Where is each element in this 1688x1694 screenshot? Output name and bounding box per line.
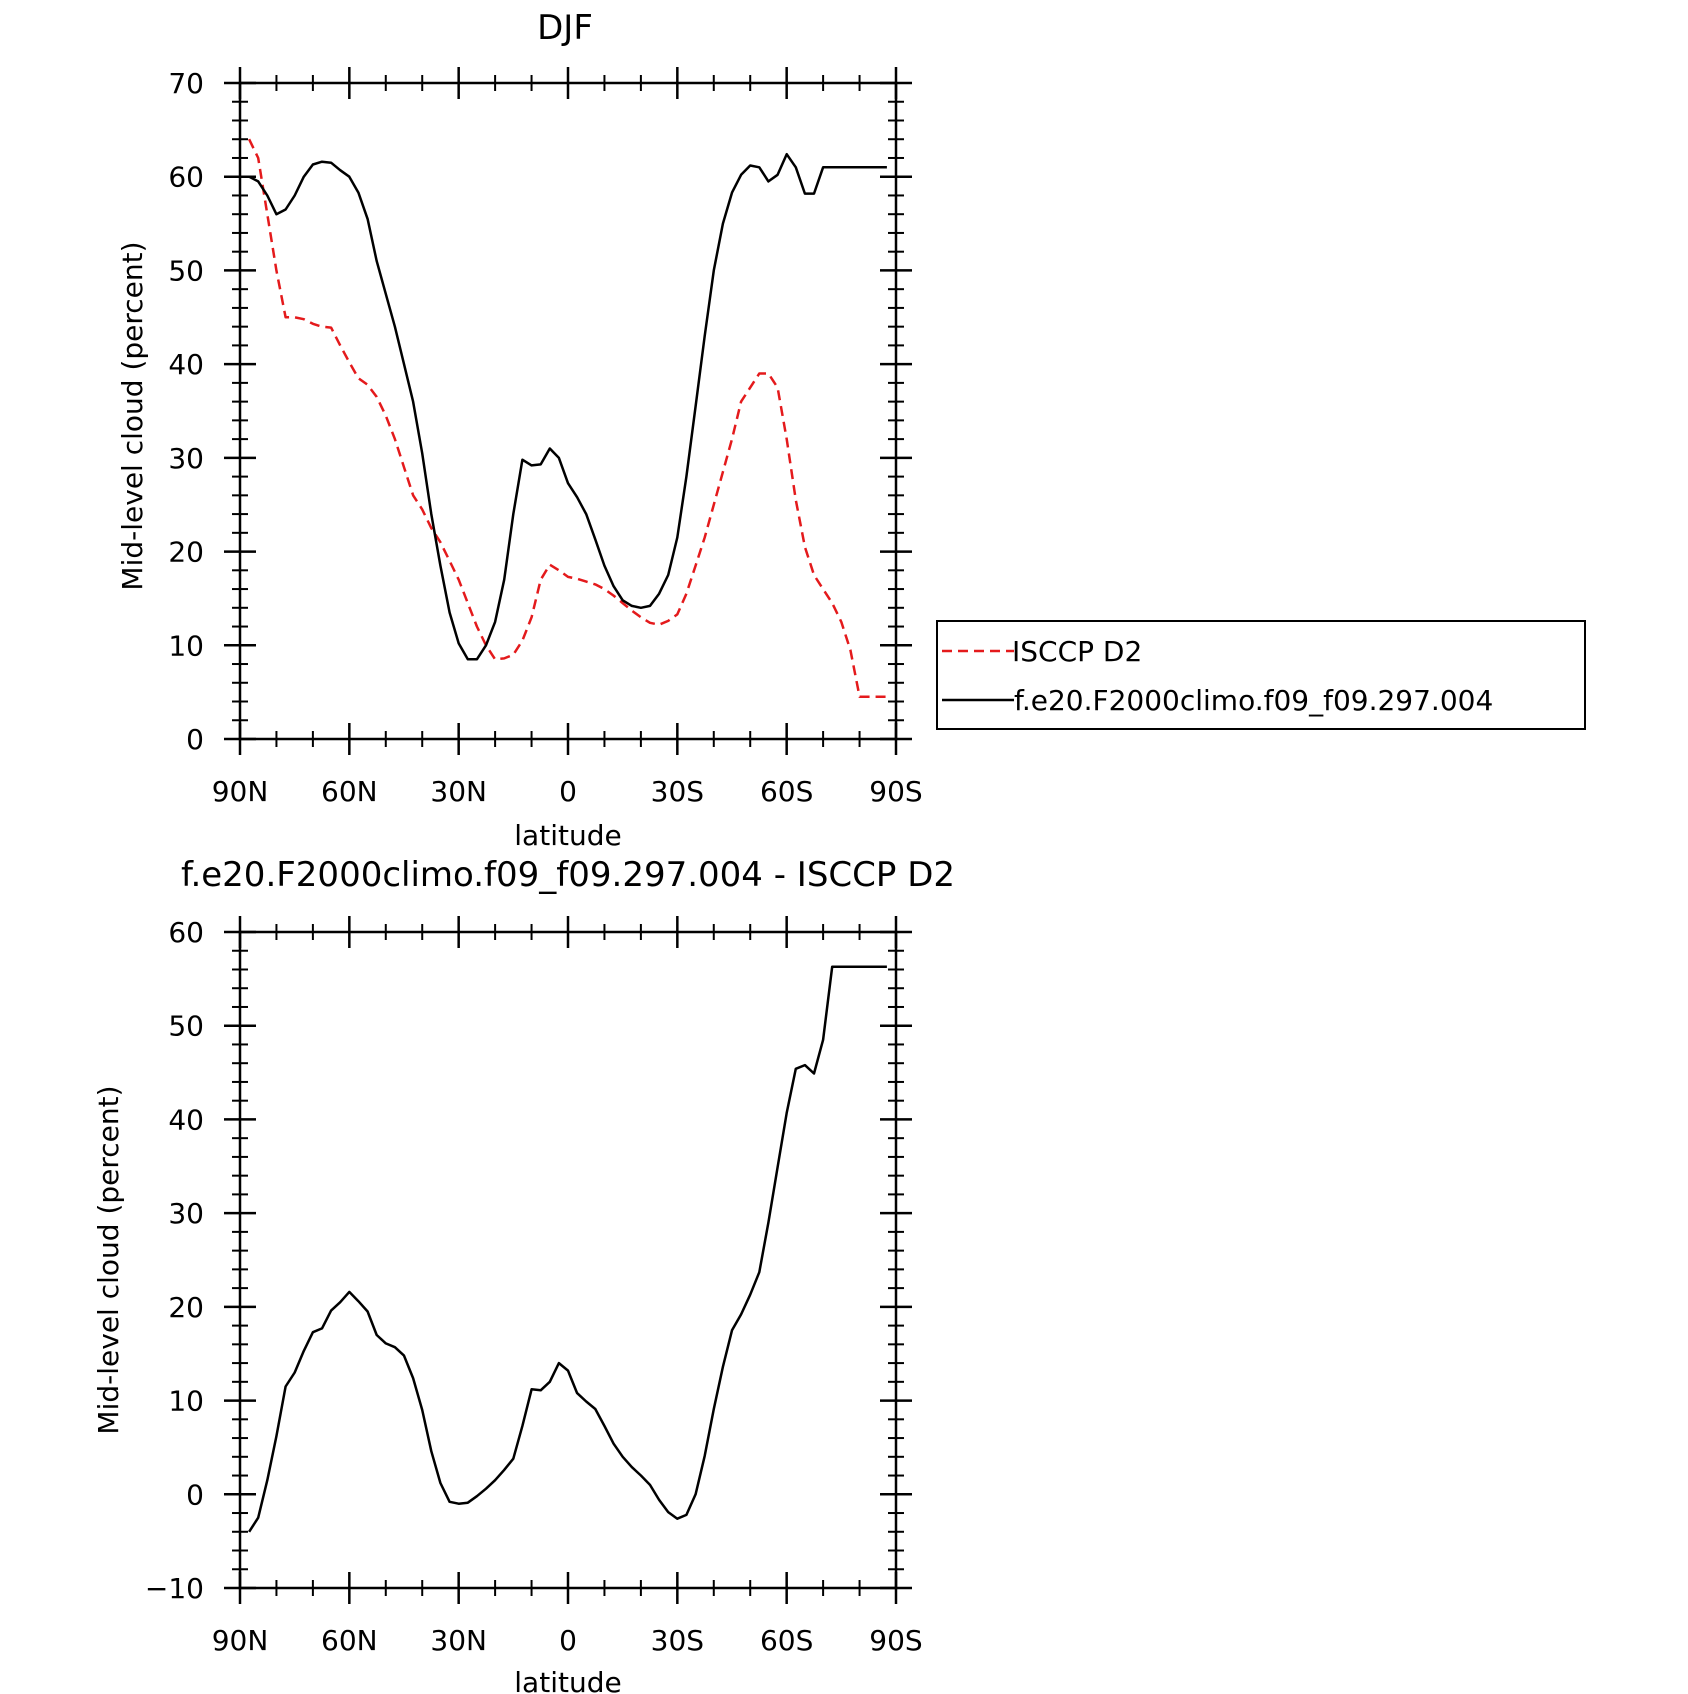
- x-tick-label: 30S: [651, 775, 704, 808]
- x-tick-label: 30N: [430, 1624, 487, 1657]
- x-tick-label: 60S: [760, 775, 813, 808]
- legend-box: [936, 620, 1586, 730]
- x-tick-label: 60S: [760, 1624, 813, 1657]
- y-tick-label: 60: [168, 161, 204, 194]
- x-axis-title-top: latitude: [514, 819, 621, 852]
- y-tick-label: 50: [168, 254, 204, 287]
- y-tick-label: −10: [145, 1572, 204, 1605]
- series-line-top-1: [248, 152, 887, 661]
- x-tick-label: 0: [559, 1624, 577, 1657]
- legend: ISCCP D2 f.e20.F2000climo.f09_f09.297.00…: [936, 620, 1586, 730]
- series-group-top: [247, 138, 887, 699]
- y-tick-label: 60: [168, 916, 204, 949]
- x-tick-label: 90S: [869, 1624, 922, 1657]
- y-tick-label: 20: [168, 1291, 204, 1324]
- x-tick-label: 30S: [651, 1624, 704, 1657]
- y-tick-label: 30: [168, 1197, 204, 1230]
- series-line-top-0: [247, 138, 887, 699]
- chart-title-top: DJF: [537, 8, 593, 48]
- plot-frame-top: [238, 81, 898, 741]
- y-tick-label: 50: [168, 1010, 204, 1043]
- y-tick-label: 0: [186, 723, 204, 756]
- x-tick-label: 60N: [321, 1624, 378, 1657]
- x-tick-labels-bottom: 90N 60N 30N 0 30S 60S 90S: [212, 1624, 923, 1657]
- y-tick-labels-bottom: −10 0 10 20 30 40 50 60: [145, 916, 204, 1605]
- y-axis-title-top: Mid-level cloud (percent): [116, 241, 149, 590]
- x-tick-label: 30N: [430, 775, 487, 808]
- x-tick-labels-top: 90N 60N 30N 0 30S 60S 90S: [212, 775, 923, 808]
- x-axis-title-bottom: latitude: [514, 1666, 621, 1694]
- x-tick-label: 90N: [212, 775, 269, 808]
- chart-title-bottom: f.e20.F2000climo.f09_f09.297.004 - ISCCP…: [181, 855, 955, 895]
- y-tick-label: 20: [168, 536, 204, 569]
- x-tick-label: 60N: [321, 775, 378, 808]
- series-group-bottom: [248, 965, 887, 1533]
- y-tick-label: 0: [186, 1478, 204, 1511]
- y-tick-label: 40: [168, 348, 204, 381]
- panel-bottom: f.e20.F2000climo.f09_f09.297.004 - ISCCP…: [92, 855, 955, 1694]
- y-tick-label: 10: [168, 629, 204, 662]
- series-line-bottom-0: [248, 965, 887, 1533]
- y-tick-label: 30: [168, 442, 204, 475]
- legend-label-isccp: ISCCP D2: [1012, 635, 1142, 668]
- x-tick-label: 0: [559, 775, 577, 808]
- y-tick-label: 10: [168, 1385, 204, 1418]
- tick-marks-bottom: [224, 916, 912, 1604]
- tick-marks-top: [224, 67, 912, 755]
- y-tick-label: 40: [168, 1103, 204, 1136]
- x-tick-label: 90S: [869, 775, 922, 808]
- y-tick-label: 70: [168, 67, 204, 100]
- y-tick-labels-top: 0 10 20 30 40 50 60 70: [168, 67, 204, 756]
- plot-frame-bottom: [238, 930, 898, 1590]
- legend-label-model: f.e20.F2000climo.f09_f09.297.004: [1014, 684, 1493, 717]
- y-axis-title-bottom: Mid-level cloud (percent): [92, 1085, 125, 1434]
- x-tick-label: 90N: [212, 1624, 269, 1657]
